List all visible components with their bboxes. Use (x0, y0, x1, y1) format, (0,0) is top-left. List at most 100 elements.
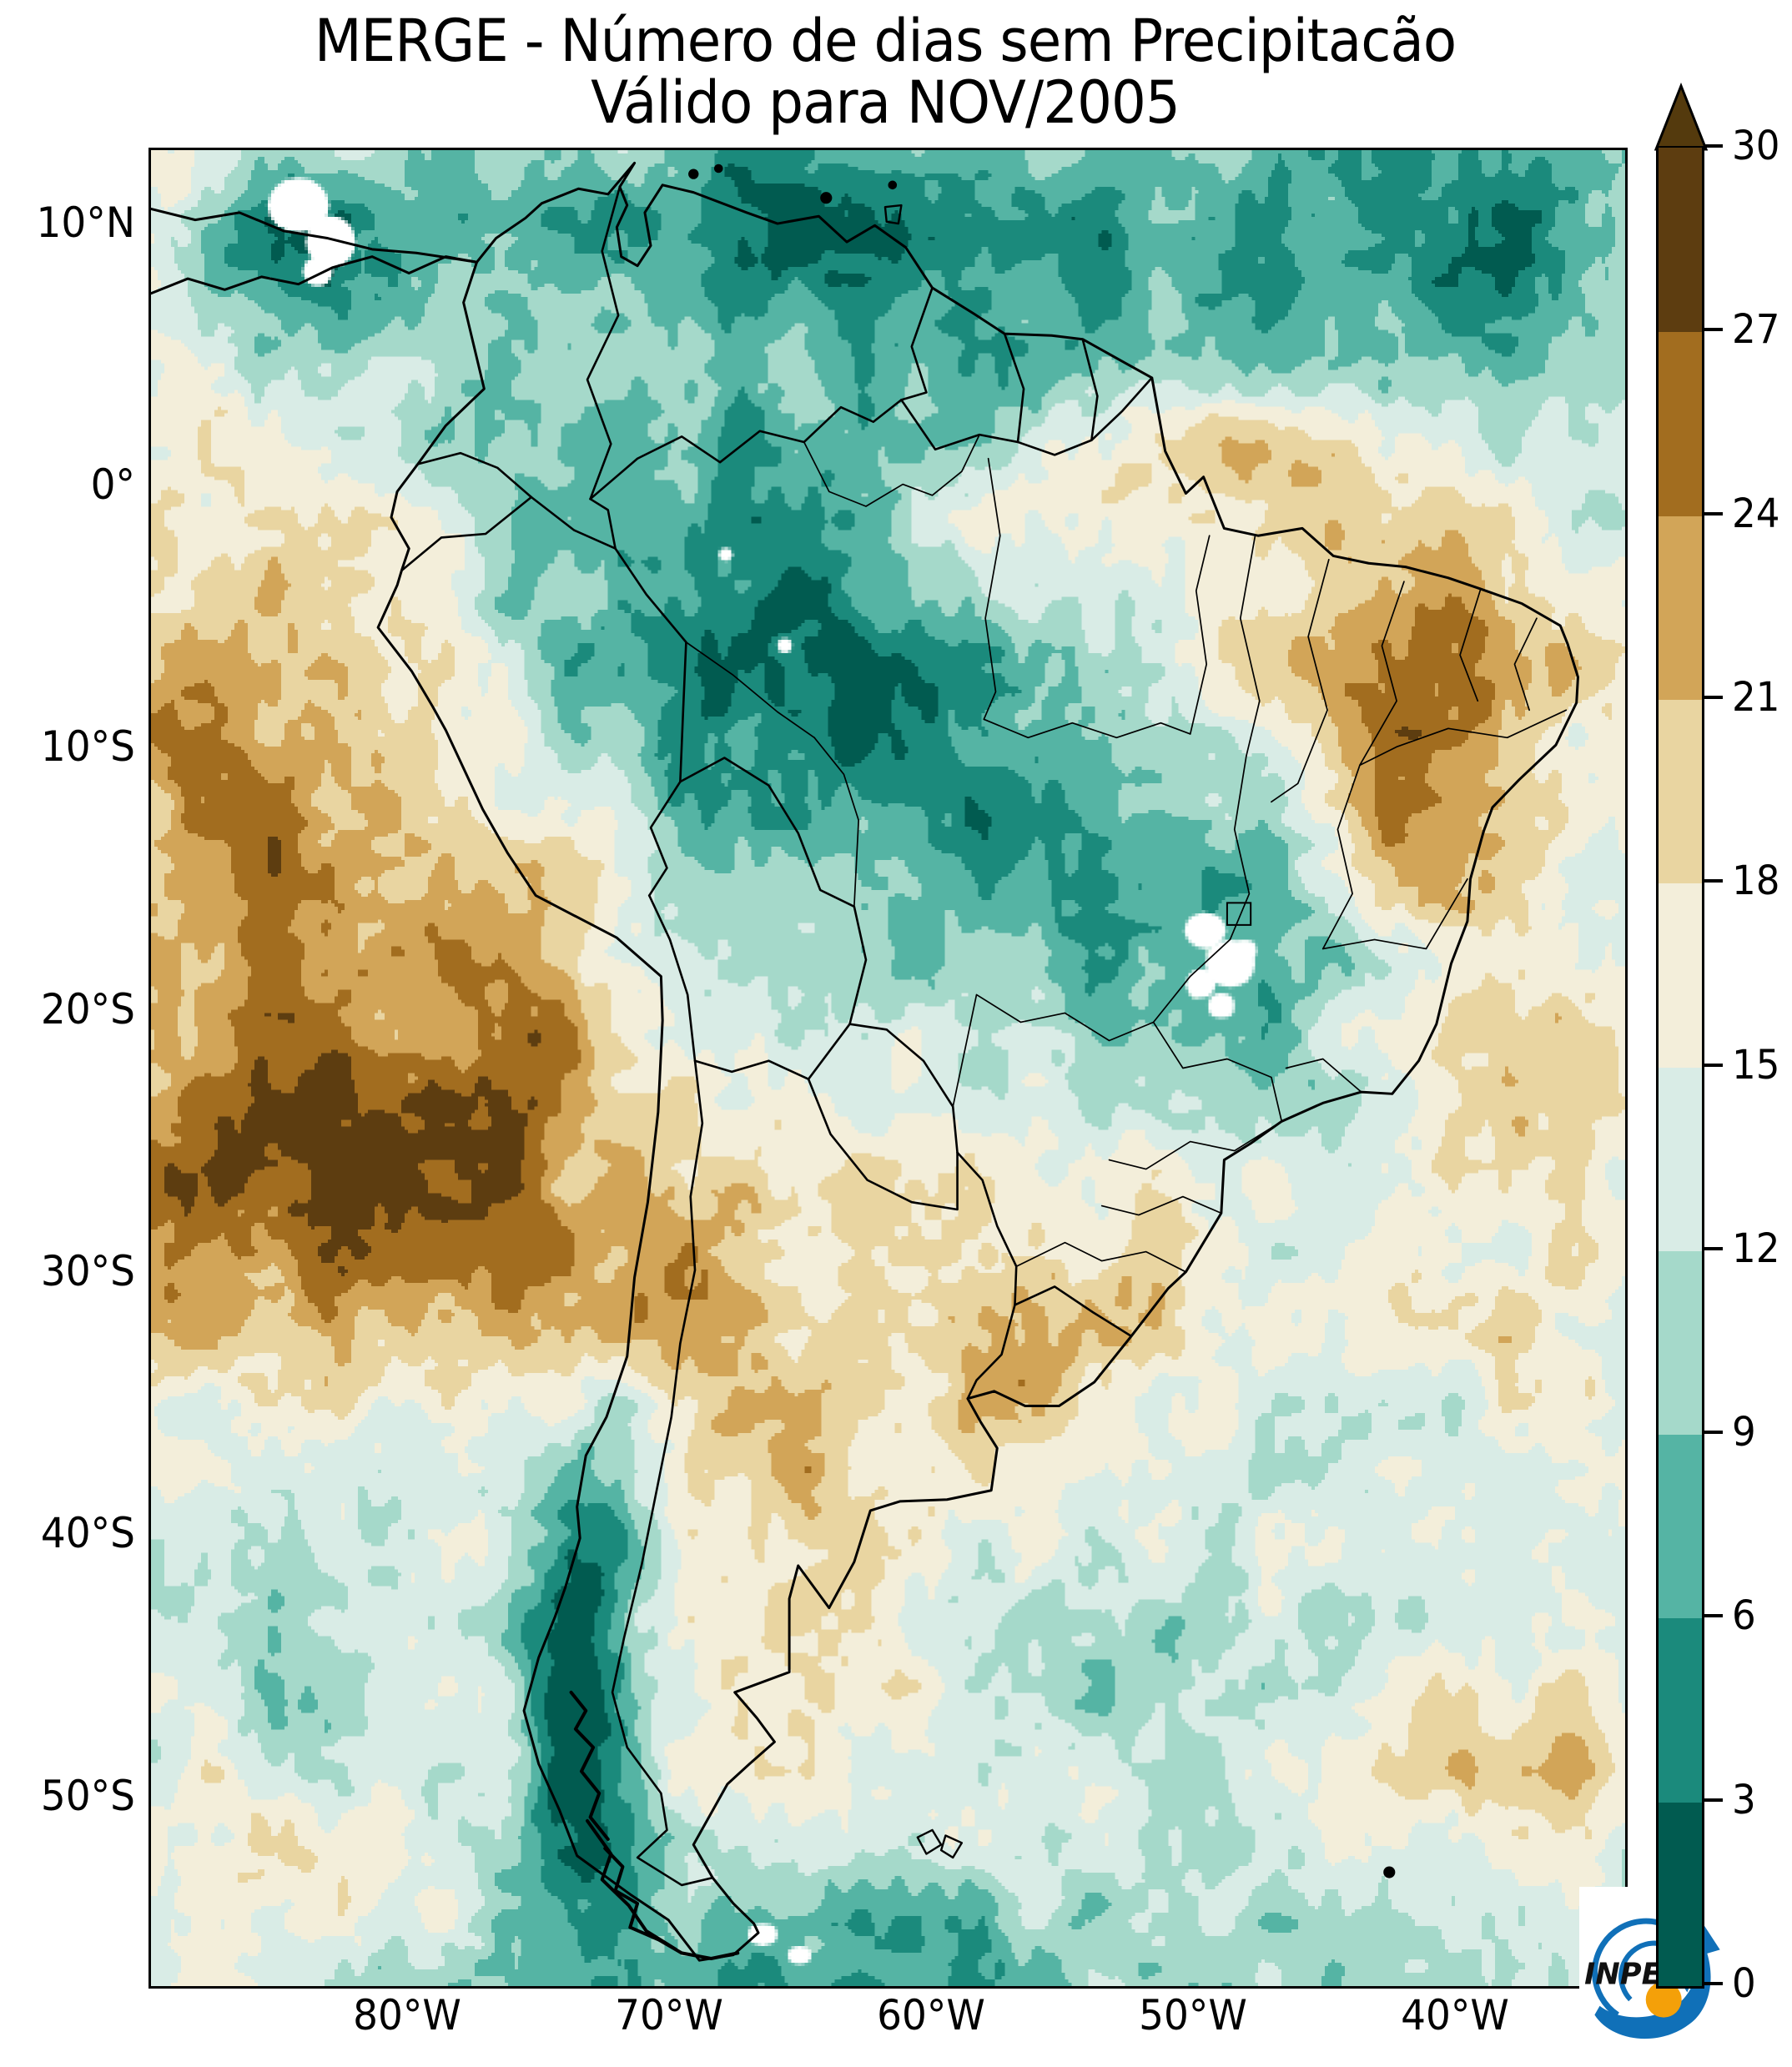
country-border (808, 1024, 849, 1079)
colorbar-segment-0-3 (1659, 1801, 1702, 1986)
country-border (1014, 1286, 1131, 1335)
state-border (686, 642, 814, 737)
colorbar-tick-label-3: 3 (1732, 1776, 1756, 1823)
colorbar-tick-label-30: 30 (1732, 123, 1780, 169)
colorbar-tick-label-15: 15 (1732, 1041, 1780, 1089)
colorbar-tick-label-27: 27 (1732, 306, 1780, 354)
lon-tick-label-60°W: 60°W (877, 1991, 985, 2039)
island-outline (885, 205, 901, 224)
inpe-logo-big-arrow (1594, 1920, 1720, 2039)
country-border (649, 896, 695, 1061)
state-border (1323, 879, 1467, 949)
island-dot (820, 192, 833, 204)
colorbar (1656, 146, 1704, 1989)
precipitation-field-canvas (151, 150, 1625, 1986)
island-dot (713, 163, 723, 174)
page-title-line2: Válido para NOV/2005 (591, 68, 1180, 137)
state-border (1514, 618, 1537, 710)
lon-tick-label-70°W: 70°W (615, 1991, 723, 2039)
central-america-coast (151, 209, 477, 262)
colorbar-tick-6 (1704, 1614, 1723, 1618)
country-border (418, 453, 531, 497)
colorbar-tick-label-21: 21 (1732, 673, 1780, 721)
colorbar-segment-18-21 (1659, 698, 1702, 884)
inpe-logo-orange-ball (1645, 1981, 1682, 2018)
colorbar-tick-label-6: 6 (1732, 1592, 1756, 1640)
state-border (1360, 581, 1404, 765)
country-border (808, 1079, 957, 1210)
island-outline (941, 1836, 962, 1858)
colorbar-tick-21 (1704, 695, 1723, 699)
state-border (984, 459, 999, 720)
country-border (1083, 339, 1098, 440)
country-border (901, 288, 932, 400)
colorbar-tick-24 (1704, 511, 1723, 515)
state-border (1360, 710, 1566, 765)
colorbar-tick-12 (1704, 1246, 1723, 1250)
country-border (591, 400, 902, 499)
lat-tick-label-10°S: 10°S (40, 722, 135, 772)
country-border (1004, 334, 1024, 442)
central-america-coast (151, 257, 477, 294)
country-border (968, 1305, 1015, 1398)
state-border (1241, 536, 1260, 756)
colorbar-segment-9-12 (1659, 1250, 1702, 1436)
colorbar-tick-label-24: 24 (1732, 490, 1780, 537)
colorbar-segment-21-24 (1659, 515, 1702, 700)
distrito-federal-square (1227, 903, 1251, 924)
country-border (850, 1024, 958, 1153)
lat-tick-label-50°S: 50°S (40, 1771, 135, 1820)
country-border (680, 758, 866, 1024)
state-border (1110, 1121, 1282, 1169)
patagonia-fjords (660, 1940, 738, 1959)
lon-tick-label-50°W: 50°W (1139, 1991, 1248, 2039)
state-border (984, 719, 1190, 737)
patagonia-fjords (587, 1821, 676, 1949)
island-dot (1383, 1866, 1396, 1878)
lat-tick-label-0°: 0° (90, 460, 135, 510)
lat-tick-label-20°S: 20°S (40, 984, 135, 1034)
colorbar-tick-30 (1704, 144, 1723, 148)
lat-tick-label-30°S: 30°S (40, 1247, 135, 1295)
colorbar-segment-24-27 (1659, 331, 1702, 516)
colorbar-over-arrow (1654, 83, 1708, 151)
colorbar-segment-27-30 (1659, 147, 1702, 333)
patagonia-fjords (571, 1692, 608, 1839)
coastline (378, 163, 1578, 1960)
colorbar-segment-3-6 (1659, 1617, 1702, 1803)
patagonia-fjords (605, 1848, 659, 1940)
state-border (1016, 1243, 1185, 1272)
country-border (616, 549, 687, 782)
state-border (1460, 589, 1481, 701)
colorbar-tick-label-9: 9 (1732, 1409, 1756, 1456)
lat-tick-label-10°N: 10°N (36, 199, 135, 248)
colorbar-tick-label-0: 0 (1732, 1960, 1756, 2007)
map-panel: INPE (148, 148, 1733, 2064)
country-border (958, 1153, 1017, 1305)
colorbar-segment-12-15 (1659, 1066, 1702, 1251)
country-border (531, 497, 616, 549)
country-border (401, 497, 531, 571)
state-border (804, 435, 979, 506)
colorbar-tick-3 (1704, 1798, 1723, 1802)
inpe-logo-text: INPE (1584, 1958, 1662, 1992)
state-border (1154, 939, 1282, 1121)
island-dot (888, 180, 898, 190)
state-border (1286, 1059, 1362, 1092)
state-border (1230, 756, 1249, 939)
state-border (1323, 765, 1360, 948)
country-border (591, 499, 616, 548)
colorbar-segment-6-9 (1659, 1434, 1702, 1619)
political-borders-overlay (151, 150, 1625, 1986)
country-border (587, 187, 620, 499)
island-dot (688, 168, 699, 179)
colorbar-tick-27 (1704, 328, 1723, 332)
country-border (649, 782, 680, 895)
lat-tick-label-40°S: 40°S (40, 1509, 135, 1558)
lon-tick-label-40°W: 40°W (1401, 1991, 1510, 2039)
country-border (901, 378, 1151, 455)
state-border (1271, 560, 1329, 802)
state-border (814, 737, 858, 906)
colorbar-tick-15 (1704, 1063, 1723, 1067)
